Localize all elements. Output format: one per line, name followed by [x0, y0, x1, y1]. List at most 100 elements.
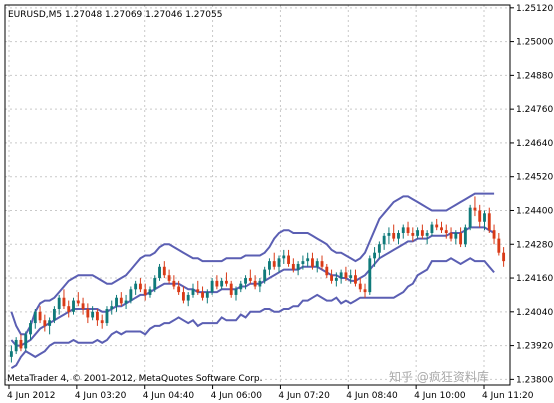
bear-candle	[358, 283, 362, 290]
bear-candle	[86, 309, 90, 318]
x-tick-label: 4 Jun 11:20	[482, 391, 534, 401]
bear-candle	[487, 213, 491, 231]
bull-candle	[382, 235, 386, 245]
y-tick-label: 1.24880	[516, 71, 553, 81]
bull-candle	[377, 244, 381, 253]
x-tick-label: 4 Jun 07:20	[278, 391, 330, 401]
bull-candle	[33, 311, 37, 324]
x-axis: 4 Jun 2012 4 Jun 03:20 4 Jun 04:40 4 Jun 06…	[7, 385, 534, 401]
bull-candle	[210, 280, 214, 293]
bull-candle	[315, 261, 319, 267]
bear-candle	[95, 311, 99, 321]
bear-candle	[100, 320, 104, 324]
candles	[9, 196, 506, 363]
bear-candle	[325, 266, 329, 276]
bull-candle	[397, 233, 400, 239]
x-tick-label: 4 Jun 2012	[7, 391, 55, 401]
bear-candle	[19, 339, 23, 349]
footer-copyright: MetaTrader 4, © 2001-2012, MetaQuotes So…	[7, 374, 263, 384]
bear-candle	[420, 230, 424, 236]
bull-candle	[282, 255, 286, 259]
bear-candle	[291, 263, 295, 270]
y-tick-label: 1.24760	[516, 105, 553, 115]
bear-candle	[478, 210, 482, 222]
bull-candle	[24, 334, 28, 349]
bear-candle	[81, 303, 85, 309]
y-tick-label: 1.24280	[516, 240, 553, 250]
bull-candle	[334, 278, 338, 281]
bull-candle	[373, 252, 377, 259]
bull-candle	[244, 278, 247, 284]
bull-candle	[72, 300, 75, 312]
y-tick-label: 1.24040	[516, 308, 553, 318]
bear-candle	[411, 233, 415, 236]
bear-candle	[406, 227, 410, 233]
bull-candle	[430, 224, 434, 233]
y-tick-label: 1.24160	[516, 274, 553, 284]
bear-candle	[311, 258, 314, 267]
bull-candle	[234, 289, 238, 295]
bull-candle	[349, 275, 353, 279]
bull-candle	[134, 283, 138, 290]
bear-candle	[181, 292, 185, 301]
bear-candle	[497, 238, 501, 253]
bear-candle	[43, 320, 47, 326]
bear-candle	[76, 300, 80, 304]
bull-candle	[301, 261, 305, 264]
bull-candle	[110, 306, 114, 309]
bull-candle	[48, 320, 52, 326]
y-tick-label: 1.24640	[516, 139, 553, 149]
bull-candle	[425, 233, 429, 236]
bull-candle	[296, 263, 300, 270]
bear-candle	[435, 224, 439, 228]
bull-candle	[263, 269, 267, 281]
bull-candle	[9, 351, 13, 357]
grid	[5, 5, 510, 385]
bear-candle	[459, 233, 463, 245]
bear-candle	[392, 233, 396, 239]
bull-candle	[483, 213, 486, 222]
upper-band-line	[10, 192, 495, 336]
bear-candle	[229, 283, 233, 295]
y-tick-label: 1.25120	[516, 4, 553, 14]
bear-candle	[444, 230, 448, 233]
bull-candle	[105, 309, 109, 324]
bear-candle	[167, 275, 171, 281]
bear-candle	[354, 275, 357, 284]
bear-candle	[502, 252, 506, 262]
bull-candle	[463, 227, 467, 245]
bull-candle	[205, 292, 209, 298]
bear-candle	[363, 289, 367, 293]
bear-candle	[287, 255, 290, 264]
bull-candle	[57, 297, 61, 309]
bear-candle	[225, 280, 228, 284]
bear-candle	[62, 297, 66, 307]
bear-candle	[138, 283, 142, 290]
watermark: 知乎 @疯狂资料库	[389, 369, 489, 384]
bear-candle	[473, 207, 477, 211]
x-tick-label: 4 Jun 10:00	[414, 391, 466, 401]
bull-candle	[148, 289, 152, 295]
x-tick-label: 4 Jun 06:00	[211, 391, 263, 401]
bull-candle	[52, 309, 56, 321]
bear-candle	[330, 275, 334, 281]
bull-candle	[153, 278, 157, 290]
bull-candle	[268, 261, 271, 270]
bear-candle	[320, 261, 324, 267]
bear-candle	[143, 289, 147, 295]
bull-candle	[339, 272, 343, 279]
bear-candle	[119, 297, 123, 304]
symbol-info: EURUSD,M5 1.27048 1.27069 1.27046 1.2705…	[8, 10, 222, 20]
bull-candle	[115, 297, 118, 307]
bear-candle	[344, 272, 348, 279]
bear-candle	[177, 286, 181, 293]
y-tick-label: 1.25000	[516, 38, 553, 48]
bull-candle	[14, 339, 18, 352]
bull-candle	[158, 266, 161, 279]
bull-candle	[454, 233, 458, 239]
bear-candle	[248, 278, 252, 281]
x-tick-label: 4 Jun 08:40	[346, 391, 398, 401]
lower-band-line	[10, 257, 495, 369]
bear-candle	[440, 227, 443, 231]
